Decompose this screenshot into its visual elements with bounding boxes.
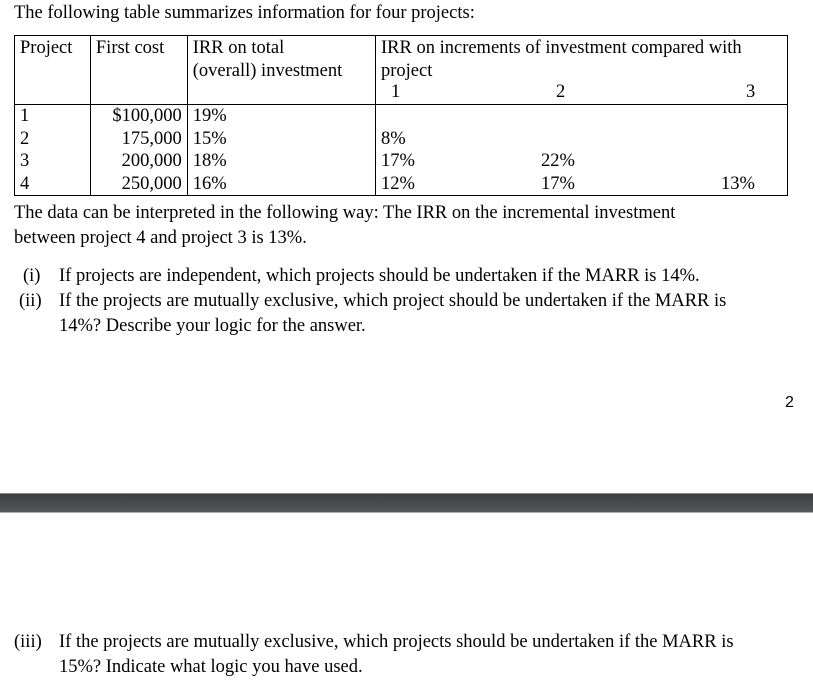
table-row: 4 250,000 16% 12% 17% 13% — [14, 172, 788, 196]
question-iii-label: (iii) — [14, 632, 42, 652]
question-i-text: If projects are independent, which proje… — [59, 266, 700, 286]
question-iii-text-line2: 15%? Indicate what logic you have used. — [59, 657, 363, 677]
cell-incr-vs-1: 17% — [381, 151, 415, 171]
cell-irr-total: 16% — [186, 172, 377, 196]
cell-incr-vs-2: 22% — [541, 151, 575, 171]
projects-table: Project First cost IRR on total (overall… — [14, 35, 788, 196]
table-header-row: Project First cost IRR on total (overall… — [14, 35, 788, 105]
cell-incr-vs-2 — [541, 128, 721, 151]
header-compared-2: 2 — [556, 82, 566, 102]
header-irr-incr-line2: project — [381, 60, 433, 81]
table-row: 3 200,000 18% 17% 22% — [14, 150, 788, 173]
page-break-separator — [0, 493, 813, 513]
cell-project: 3 — [14, 150, 91, 173]
cell-incr-vs-3 — [721, 128, 776, 151]
cell-first-cost: 200,000 — [89, 150, 188, 173]
page-number: 2 — [785, 394, 794, 411]
cell-irr-increments: 8% — [375, 127, 788, 151]
cell-incr-vs-3: 13% — [721, 173, 755, 194]
question-ii-text-line2: 14%? Describe your logic for the answer. — [59, 316, 366, 336]
table-row: 2 175,000 15% 8% — [14, 127, 788, 151]
question-ii-text-line1: If the projects are mutually exclusive, … — [59, 291, 727, 311]
cell-first-cost: $100,000 — [89, 104, 188, 128]
cell-incr-vs-2: 17% — [541, 173, 575, 194]
header-irr-total-line2: (overall) investment — [192, 60, 343, 81]
cell-incr-vs-3 — [721, 150, 776, 173]
cell-irr-increments: 12% 17% 13% — [375, 172, 788, 196]
question-i-label: (i) — [23, 266, 41, 286]
cell-irr-total: 19% — [186, 104, 377, 128]
cell-project: 2 — [14, 127, 91, 150]
header-irr-total: IRR on total (overall) investment — [186, 35, 377, 105]
cell-project: 1 — [14, 104, 91, 128]
header-project: Project — [14, 35, 91, 105]
cell-incr-vs-1: 12% — [381, 173, 415, 194]
cell-first-cost: 175,000 — [89, 127, 188, 150]
cell-first-cost: 250,000 — [89, 172, 188, 196]
cell-irr-increments: 17% 22% — [375, 150, 788, 173]
interpretation-line2: between project 4 and project 3 is 13%. — [14, 228, 307, 248]
question-ii-label: (ii) — [19, 291, 42, 311]
interpretation-line1: The data can be interpreted in the follo… — [14, 203, 676, 223]
question-iii-text-line1: If the projects are mutually exclusive, … — [59, 632, 734, 652]
cell-incr-vs-1: 8% — [381, 128, 406, 149]
header-compared-1: 1 — [391, 82, 401, 102]
table-row: 1 $100,000 19% — [14, 104, 788, 128]
cell-irr-total: 18% — [186, 150, 377, 173]
header-compared-3: 3 — [746, 82, 756, 102]
cell-project: 4 — [14, 172, 91, 196]
cell-irr-total: 15% — [186, 127, 377, 150]
header-first-cost: First cost — [89, 35, 188, 105]
intro-text: The following table summarizes informati… — [14, 3, 475, 23]
header-irr-increments: IRR on increments of investment compared… — [375, 35, 788, 105]
header-irr-incr-line1: IRR on increments of investment compared… — [381, 38, 742, 58]
header-irr-total-line1: IRR on total — [192, 38, 285, 58]
cell-irr-increments — [375, 104, 788, 128]
